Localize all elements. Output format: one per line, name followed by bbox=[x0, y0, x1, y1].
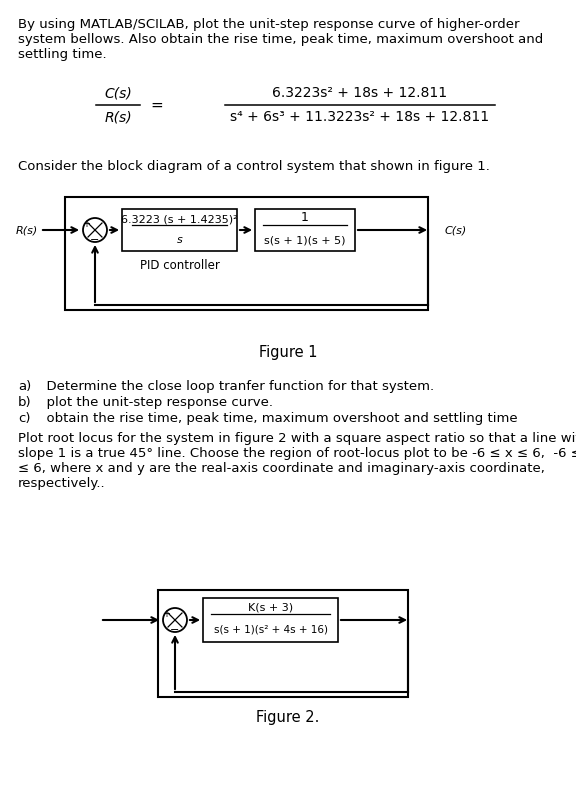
Text: By using MATLAB/SCILAB, plot the unit-step response curve of higher-order: By using MATLAB/SCILAB, plot the unit-st… bbox=[18, 18, 520, 31]
Text: +: + bbox=[82, 219, 90, 229]
Text: a): a) bbox=[18, 380, 31, 393]
Text: plot the unit-step response curve.: plot the unit-step response curve. bbox=[38, 396, 273, 409]
Bar bbox=[122, 209, 237, 251]
Text: respectively..: respectively.. bbox=[18, 477, 105, 490]
Text: =: = bbox=[150, 98, 163, 112]
Text: 6.3223s² + 18s + 12.811: 6.3223s² + 18s + 12.811 bbox=[272, 86, 448, 100]
Text: K(s + 3): K(s + 3) bbox=[248, 603, 293, 613]
Text: C(s): C(s) bbox=[104, 86, 132, 100]
Text: 1: 1 bbox=[301, 211, 309, 224]
Text: obtain the rise time, peak time, maximum overshoot and settling time: obtain the rise time, peak time, maximum… bbox=[38, 412, 518, 425]
Text: R(s): R(s) bbox=[104, 110, 132, 124]
Text: 6.3223 (s + 1.4235)²: 6.3223 (s + 1.4235)² bbox=[121, 214, 238, 224]
Text: Consider the block diagram of a control system that shown in figure 1.: Consider the block diagram of a control … bbox=[18, 160, 490, 173]
Text: ≤ 6, where x and y are the real-axis coordinate and imaginary-axis coordinate,: ≤ 6, where x and y are the real-axis coo… bbox=[18, 462, 545, 475]
Text: −: − bbox=[170, 625, 180, 635]
Bar bbox=[255, 209, 355, 251]
Text: slope 1 is a true 45° line. Choose the region of root-locus plot to be -6 ≤ x ≤ : slope 1 is a true 45° line. Choose the r… bbox=[18, 447, 576, 460]
Text: Figure 1: Figure 1 bbox=[259, 345, 317, 360]
Text: s: s bbox=[177, 235, 183, 245]
Bar bbox=[65, 197, 428, 310]
Text: PID controller: PID controller bbox=[139, 259, 219, 272]
Text: b): b) bbox=[18, 396, 32, 409]
Text: −: − bbox=[90, 235, 100, 245]
Bar bbox=[203, 598, 338, 642]
Text: Figure 2.: Figure 2. bbox=[256, 710, 320, 725]
Text: s(s + 1)(s + 5): s(s + 1)(s + 5) bbox=[264, 235, 346, 245]
Text: C(s): C(s) bbox=[445, 225, 467, 235]
Text: Plot root locus for the system in figure 2 with a square aspect ratio so that a : Plot root locus for the system in figure… bbox=[18, 432, 576, 445]
Bar bbox=[158, 590, 408, 697]
Text: s(s + 1)(s² + 4s + 16): s(s + 1)(s² + 4s + 16) bbox=[214, 625, 328, 635]
Text: system bellows. Also obtain the rise time, peak time, maximum overshoot and: system bellows. Also obtain the rise tim… bbox=[18, 33, 543, 46]
Text: settling time.: settling time. bbox=[18, 48, 107, 61]
Text: s⁴ + 6s³ + 11.3223s² + 18s + 12.811: s⁴ + 6s³ + 11.3223s² + 18s + 12.811 bbox=[230, 110, 490, 124]
Text: c): c) bbox=[18, 412, 31, 425]
Text: R(s): R(s) bbox=[16, 225, 38, 235]
Text: +: + bbox=[162, 609, 170, 619]
Text: Determine the close loop tranfer function for that system.: Determine the close loop tranfer functio… bbox=[38, 380, 434, 393]
